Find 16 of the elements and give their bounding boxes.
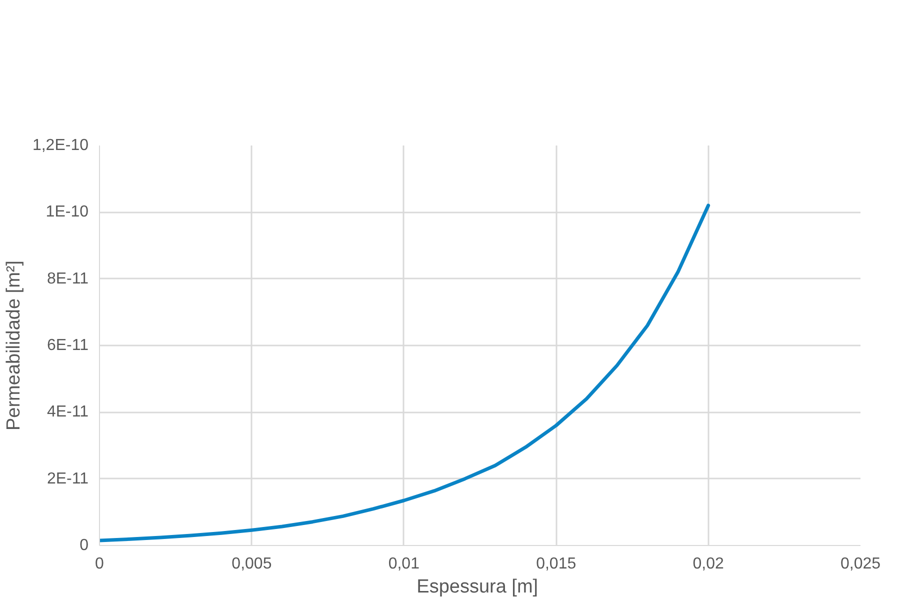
y-axis-title: Permeabilidade [m²] — [3, 260, 24, 431]
y-tick-label: 2E-11 — [46, 470, 89, 488]
x-tick-label: 0,025 — [840, 556, 881, 572]
x-tick-label: 0,02 — [692, 556, 724, 572]
x-tick-label: 0,01 — [388, 556, 420, 572]
y-tick-label: 0 — [80, 537, 89, 554]
line-series — [100, 204, 710, 542]
y-tick-label: 1E-10 — [46, 204, 89, 221]
x-axis-title: Espessura [m] — [416, 576, 538, 598]
x-tick-label: 0,005 — [232, 556, 272, 572]
x-tick-label: 0,015 — [536, 556, 576, 572]
y-tick-label: 1,2E-10 — [32, 137, 89, 154]
y-tick-label: 8E-11 — [46, 270, 89, 288]
x-tick-label: 0 — [95, 556, 104, 572]
y-tick-label: 4E-11 — [46, 404, 89, 421]
y-tick-label: 6E-11 — [46, 337, 89, 354]
